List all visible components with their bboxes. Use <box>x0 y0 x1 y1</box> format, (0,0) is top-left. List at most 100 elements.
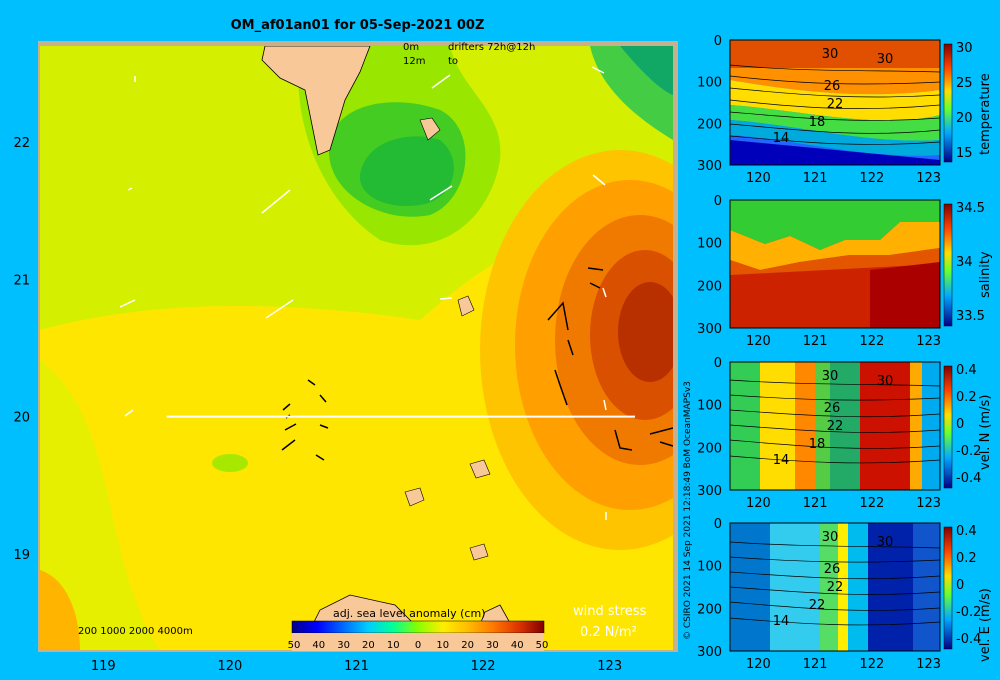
lon-tick-label: 123 <box>597 659 622 674</box>
colorbar-tick-label: 30 <box>486 640 499 651</box>
contour-label: 22 <box>827 419 844 434</box>
drifter-label-0m: 0m <box>403 42 420 53</box>
depth-tick-label: 0 <box>714 34 722 49</box>
panel-colorbar-tick: -0.4 <box>956 471 981 486</box>
panel-colorbar-tick: 30 <box>956 41 973 56</box>
panel-lon-tick-label: 123 <box>916 496 941 511</box>
panel-lon-tick-label: 122 <box>859 334 884 349</box>
temperature-label: temperature <box>978 73 993 155</box>
lat-tick-label: 21 <box>13 273 30 288</box>
depth-tick-label: 200 <box>697 441 722 456</box>
colorbar-tick-label: 20 <box>362 640 375 651</box>
veln-label: vel. N (m/s) <box>978 394 993 470</box>
panel-lon-tick-label: 121 <box>803 657 828 672</box>
panel-colorbar-tick: 0.2 <box>956 390 977 405</box>
colorbar-tick-label: 20 <box>461 640 474 651</box>
panel-lon-tick-label: 121 <box>803 496 828 511</box>
credit-text: © CSIRO 2021 14 Sep 2021 12:18:49 BoM Oc… <box>683 381 693 640</box>
panel-lon-tick-label: 123 <box>916 171 941 186</box>
bathymetry-legend: 200 1000 2000 4000m <box>78 626 193 637</box>
colorbar-tick-label: 50 <box>288 640 301 651</box>
contour-label: 30 <box>822 530 839 545</box>
temperature-panel <box>729 39 953 166</box>
lon-tick-label: 120 <box>217 659 242 674</box>
colorbar-label: adj. sea level anomaly (cm) <box>333 607 486 620</box>
panel-lon-tick-label: 122 <box>859 496 884 511</box>
contour-label: 26 <box>824 401 841 416</box>
contour-label: 30 <box>877 535 894 550</box>
lon-tick-label: 122 <box>471 659 496 674</box>
vele-panel <box>729 522 953 652</box>
wind-stress-value: 0.2 N/m² <box>580 625 637 640</box>
depth-tick-label: 0 <box>714 517 722 532</box>
panel-colorbar-tick: 0.2 <box>956 551 977 566</box>
colorbar-tick-label: 0 <box>415 640 421 651</box>
depth-tick-label: 200 <box>697 279 722 294</box>
colorbar-tick-label: 40 <box>312 640 325 651</box>
panel-colorbar-tick: 34 <box>956 255 973 270</box>
drifters-legend: drifters 72h@12h <box>448 42 536 53</box>
colorbar-tick-label: 10 <box>436 640 449 651</box>
panel-lon-tick-label: 123 <box>916 334 941 349</box>
sla-colorbar <box>291 620 545 634</box>
colorbar-tick-label: 50 <box>536 640 549 651</box>
depth-tick-label: 0 <box>714 194 722 209</box>
drifter-label-12m: 12m <box>403 56 426 67</box>
colorbar-tick-label: 30 <box>337 640 350 651</box>
depth-tick-label: 300 <box>697 645 722 660</box>
depth-tick-label: 100 <box>697 76 722 91</box>
lat-tick-label: 22 <box>13 136 30 151</box>
panel-colorbar-tick: 25 <box>956 76 973 91</box>
contour-label: 30 <box>877 52 894 67</box>
panel-lon-tick-label: 120 <box>746 496 771 511</box>
contour-label: 14 <box>773 614 790 629</box>
panel-lon-tick-label: 122 <box>859 657 884 672</box>
panel-colorbar-tick: -0.4 <box>956 632 981 647</box>
panel-lon-tick-label: 122 <box>859 171 884 186</box>
panel-lon-tick-label: 121 <box>803 171 828 186</box>
depth-tick-label: 100 <box>697 399 722 414</box>
depth-tick-label: 100 <box>697 560 722 575</box>
panel-colorbar-tick: -0.2 <box>956 444 981 459</box>
contour-label: 22 <box>809 598 826 613</box>
panel-colorbar-tick: 15 <box>956 146 973 161</box>
contour-label: 14 <box>773 131 790 146</box>
lat-tick-label: 19 <box>13 548 30 563</box>
panel-lon-tick-label: 121 <box>803 334 828 349</box>
panel-colorbar-tick: 20 <box>956 111 973 126</box>
veln-panel <box>729 361 953 491</box>
contour-label: 26 <box>824 562 841 577</box>
contour-label: 18 <box>809 115 826 130</box>
vele-label: vel. E (m/s) <box>978 588 993 662</box>
panel-colorbar-tick: -0.2 <box>956 605 981 620</box>
contour-label: 30 <box>877 374 894 389</box>
panel-lon-tick-label: 120 <box>746 334 771 349</box>
contour-label: 18 <box>809 437 826 452</box>
depth-tick-label: 100 <box>697 237 722 252</box>
depth-tick-label: 200 <box>697 117 722 132</box>
contour-label: 26 <box>824 79 841 94</box>
depth-tick-label: 300 <box>697 322 722 337</box>
panel-colorbar-tick: 33.5 <box>956 309 985 324</box>
lat-tick-label: 20 <box>13 411 30 426</box>
panel-colorbar-tick: 34.5 <box>956 201 985 216</box>
contour-label: 22 <box>827 97 844 112</box>
colorbar-tick-label: 10 <box>387 640 400 651</box>
contour-label: 30 <box>822 369 839 384</box>
depth-tick-label: 0 <box>714 356 722 371</box>
wind-stress-label: wind stress <box>573 604 647 619</box>
salinity-label: salinity <box>978 251 993 298</box>
contour-label: 30 <box>822 47 839 62</box>
drifters-to: to <box>448 56 459 67</box>
panel-lon-tick-label: 120 <box>746 657 771 672</box>
panel-lon-tick-label: 123 <box>916 657 941 672</box>
panel-colorbar-tick: 0.4 <box>956 524 977 539</box>
contour-label: 14 <box>773 453 790 468</box>
panel-colorbar-tick: 0 <box>956 578 964 593</box>
map-title: OM_af01an01 for 05-Sep-2021 00Z <box>230 18 485 33</box>
panel-colorbar-tick: 0.4 <box>956 363 977 378</box>
depth-tick-label: 300 <box>697 159 722 174</box>
salinity-panel <box>729 199 953 329</box>
panel-lon-tick-label: 120 <box>746 171 771 186</box>
